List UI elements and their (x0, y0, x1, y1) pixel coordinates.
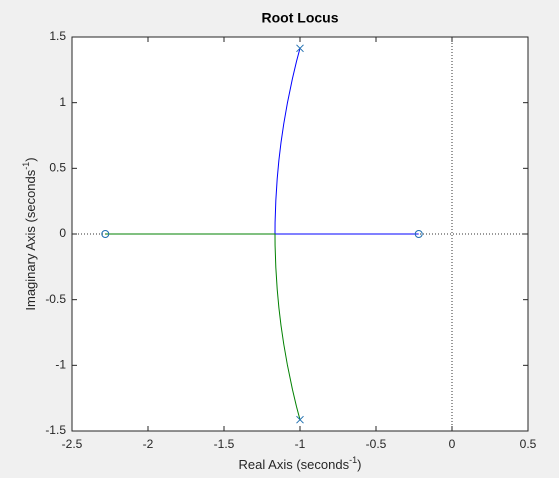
y-axis-label-close: ) (23, 157, 38, 161)
pole-marker (296, 44, 304, 53)
y-tick-label: -1.5 (45, 423, 66, 437)
pole-marker (296, 415, 304, 424)
y-axis-label: Imaginary Axis (seconds-1) (21, 157, 38, 310)
zero-marker (414, 230, 423, 238)
x-axis-label: Real Axis (seconds-1) (239, 455, 362, 472)
locus-branch (274, 48, 419, 235)
x-tick-label: -2.5 (62, 437, 83, 451)
x-tick-label: -1.5 (214, 437, 235, 451)
x-tick-label: -2 (143, 437, 154, 451)
y-axis-label-text: Imaginary Axis (seconds (23, 169, 38, 310)
y-tick-label: 1.5 (49, 29, 66, 43)
y-tick-label: -1 (55, 358, 66, 372)
x-axis-label-text: Real Axis (seconds (239, 457, 350, 472)
x-axis-label-close: ) (357, 457, 361, 472)
x-tick-label: 0 (449, 437, 456, 451)
locus-branch (105, 233, 301, 420)
x-tick-label: -0.5 (366, 437, 387, 451)
x-tick-label: 0.5 (520, 437, 537, 451)
y-tick-label: 1 (59, 95, 66, 109)
y-tick-label: 0.5 (49, 161, 66, 175)
y-axis-label-sup: -1 (21, 162, 31, 170)
x-tick-label: -1 (295, 437, 306, 451)
y-tick-label: 0 (59, 226, 66, 240)
chart-title: Root Locus (262, 10, 339, 26)
y-tick-label: -0.5 (45, 292, 66, 306)
zero-marker (101, 230, 110, 238)
x-axis-label-sup: -1 (349, 455, 357, 465)
